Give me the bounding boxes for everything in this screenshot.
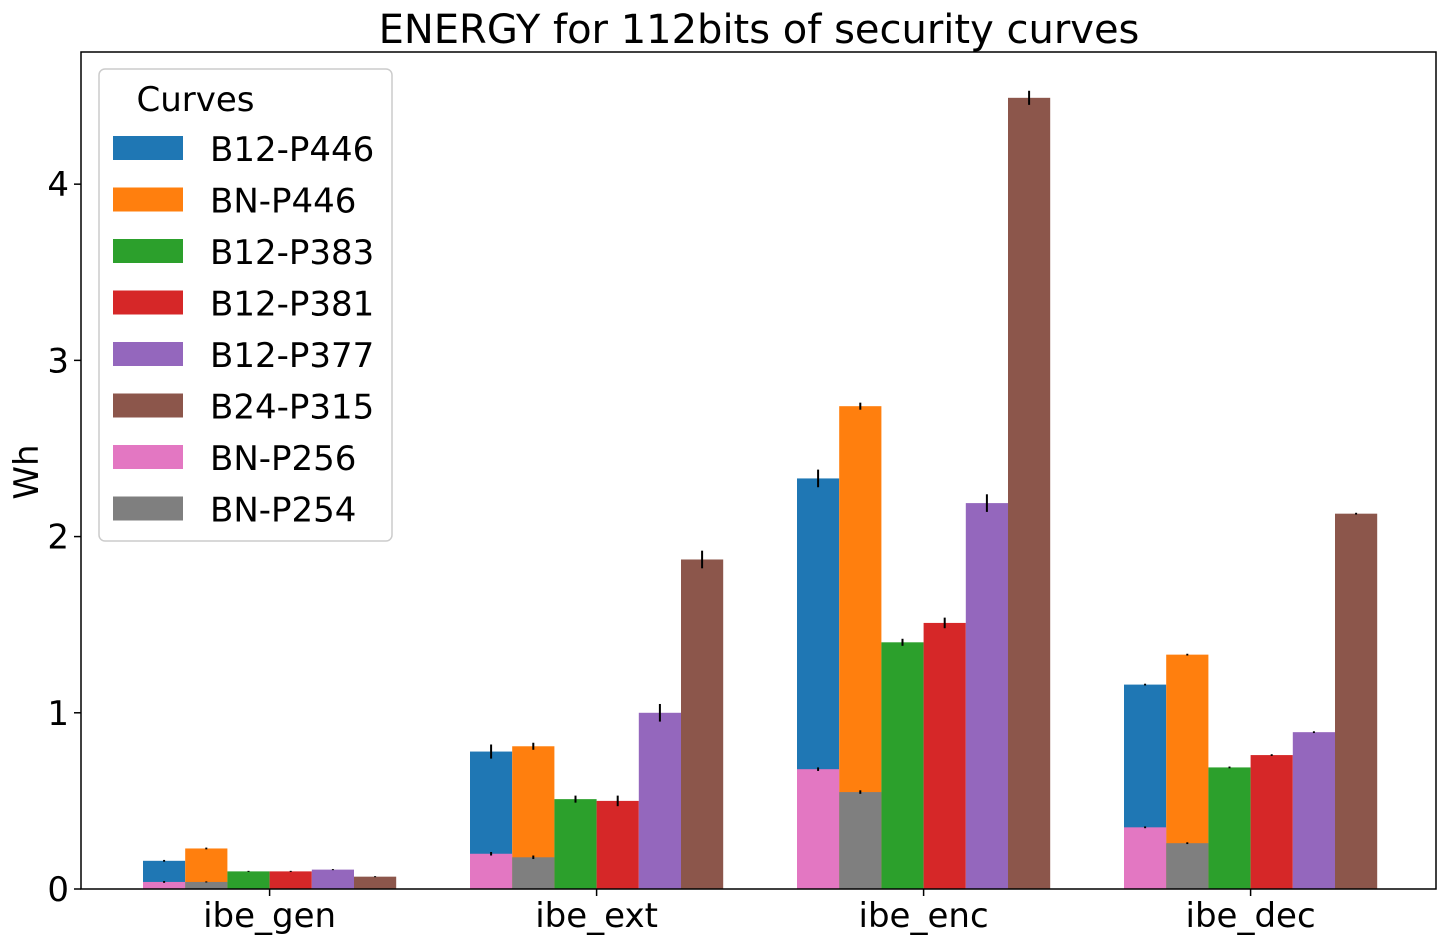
legend-box	[98, 68, 393, 542]
chart-title: ENERGY for 112bits of security curves	[379, 7, 1140, 53]
bar-ibe_ext-BN-P254	[512, 857, 555, 889]
bar-ibe_gen-BN-P254	[185, 881, 228, 889]
bar-ibe_gen-B24-P315	[354, 876, 397, 889]
bar-ibe_enc-B24-P315	[1008, 97, 1051, 889]
bar-ibe_ext-B12-P381	[596, 800, 639, 889]
legend-swatch-B24-P315	[113, 393, 183, 418]
x-tick-label: ibe_dec	[1186, 896, 1316, 936]
legend-swatch-B12-P383	[113, 239, 183, 263]
legend-label-B12-P381: B12-P381	[210, 285, 374, 325]
bar-ibe_dec-BN-P254	[1166, 843, 1209, 889]
bar-ibe_enc-BN-P254	[839, 792, 882, 889]
legend-label-BN-P254: BN-P254	[210, 491, 356, 531]
legend: Curves B12-P446 BN-P446 B12-P383 B12-P381 B12…	[98, 68, 393, 542]
legend-swatch-BN-P254	[113, 496, 183, 521]
legend-label-B12-P383: B12-P383	[210, 233, 374, 273]
bar-ibe_dec-B12-P377	[1292, 732, 1335, 889]
bar-ibe_ext-B24-P315	[681, 559, 724, 889]
bar-ibe_dec-B12-P383	[1208, 767, 1251, 889]
x-tick-label: ibe_gen	[203, 896, 336, 936]
y-tick-label: 3	[47, 341, 69, 381]
legend-swatch-B12-P446	[113, 136, 183, 160]
legend-swatch-B12-P381	[113, 290, 183, 315]
bar-ibe_ext-B12-P383	[554, 799, 597, 889]
bar-ibe_gen-B12-P383	[227, 871, 270, 889]
bar-ibe_dec-B12-P381	[1250, 755, 1293, 889]
legend-label-BN-P256: BN-P256	[210, 439, 356, 479]
bars-layer	[143, 90, 1378, 889]
bar-ibe_enc-BN-P256	[797, 769, 840, 889]
plot-frame	[80, 51, 1437, 890]
y-tick-label: 2	[47, 518, 69, 558]
bar-ibe_gen-B12-P381	[269, 871, 312, 889]
x-tick-label: ibe_ext	[535, 896, 658, 936]
bar-ibe_dec-B24-P315	[1335, 513, 1378, 889]
bar-ibe_gen-B12-P377	[311, 869, 354, 889]
legend-title: Curves	[136, 80, 254, 120]
y-tick-label: 4	[47, 165, 69, 205]
legend-swatch-BN-P256	[113, 445, 183, 469]
axis-layer: ibe_gen ibe_ext ibe_enc ibe_dec 0 1 2 3 4	[47, 165, 1315, 936]
legend-label-BN-P446: BN-P446	[210, 182, 356, 222]
legend-label-B12-P377: B12-P377	[210, 336, 374, 376]
x-tick-label: ibe_enc	[859, 896, 989, 936]
bar-ibe_enc-B12-P381	[923, 622, 966, 889]
bar-ibe_ext-B12-P377	[638, 712, 681, 889]
bar-ibe_ext-BN-P256	[470, 853, 513, 889]
bar-ibe_gen-BN-P256	[143, 881, 186, 889]
y-tick-label: 1	[47, 694, 69, 734]
legend-label-B12-P446: B12-P446	[210, 130, 374, 170]
bar-ibe_enc-B12-P377	[965, 503, 1008, 889]
bar-ibe_enc-B12-P383	[881, 642, 924, 889]
y-tick-label: 0	[47, 870, 69, 910]
bar-ibe_dec-BN-P256	[1124, 827, 1167, 889]
legend-label-B24-P315: B24-P315	[210, 388, 374, 428]
legend-swatch-B12-P377	[113, 342, 183, 366]
y-axis-label: Wh	[7, 444, 47, 499]
legend-swatch-BN-P446	[113, 187, 183, 212]
